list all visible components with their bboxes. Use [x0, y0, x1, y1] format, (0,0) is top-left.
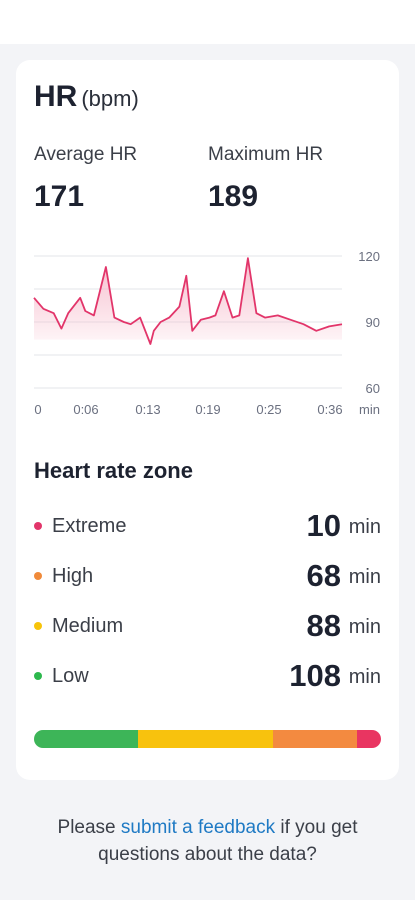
zone-unit-high: min — [348, 566, 381, 588]
zone-value-low: 108 — [289, 658, 341, 693]
zone-value-high: 68 — [306, 558, 341, 593]
zone-label-high: High — [52, 565, 94, 587]
zone-bar-segment-low — [34, 730, 139, 748]
x-tick-label-4: 0:25 — [256, 402, 281, 417]
hr-title: HR — [34, 80, 78, 113]
zone-row-low: Low 108 min — [34, 658, 381, 694]
average-hr-label: Average HR — [34, 144, 138, 165]
y-tick-label-2: 60 — [366, 381, 380, 396]
zone-row-medium: Medium 88 min — [34, 608, 381, 644]
zone-value-medium: 88 — [306, 608, 341, 643]
x-unit-label: min — [359, 402, 380, 417]
x-tick-label-2: 0:13 — [135, 402, 160, 417]
zone-bar-segment-medium — [138, 730, 274, 748]
hr-card: HR (bpm) Average HR 171 Maximum HR 189 12… — [16, 60, 399, 780]
hr-chart-svg: 120 90 60 0 0:06 0:13 0:19 0:25 0:36 min — [33, 249, 380, 417]
zone-dot-extreme — [34, 522, 42, 530]
average-hr-value: 171 — [34, 180, 85, 213]
feedback-line2: questions about the data? — [98, 844, 317, 865]
x-tick-label-1: 0:06 — [73, 402, 98, 417]
hr-chart: 120 90 60 0 0:06 0:13 0:19 0:25 0:36 min — [16, 242, 399, 422]
feedback-prefix: Please — [57, 817, 121, 838]
x-tick-label-0: 0 — [34, 402, 41, 417]
feedback-suffix: if you get — [275, 817, 358, 838]
submit-feedback-link[interactable]: submit a feedback — [120, 817, 276, 838]
hr-area — [34, 258, 342, 344]
zone-distribution-bar — [34, 730, 381, 748]
feedback-message: Please submit a feedback if you get ques… — [0, 814, 415, 868]
hr-unit: (bpm) — [81, 86, 139, 111]
hr-line — [33, 257, 343, 345]
zone-dot-medium — [34, 622, 42, 630]
zone-row-high: High 68 min — [34, 558, 381, 594]
y-tick-label-0: 120 — [358, 249, 380, 264]
zone-label-medium: Medium — [52, 615, 124, 637]
zone-label-extreme: Extreme — [52, 515, 127, 537]
maximum-hr-value: 189 — [208, 180, 259, 213]
page-title: HR (bpm) — [34, 80, 139, 114]
zone-unit-extreme: min — [348, 516, 381, 538]
zone-dot-low — [34, 672, 42, 680]
zone-unit-low: min — [348, 666, 381, 688]
x-tick-label-5: 0:36 — [317, 402, 342, 417]
zone-bar-segment-extreme — [356, 730, 381, 748]
x-tick-label-3: 0:19 — [195, 402, 220, 417]
maximum-hr-label: Maximum HR — [208, 144, 324, 165]
zone-bar-segment-high — [273, 730, 357, 748]
zone-title: Heart rate zone — [34, 458, 193, 483]
zone-row-extreme: Extreme 10 min — [34, 508, 381, 544]
zone-unit-medium: min — [348, 616, 381, 638]
zone-dot-high — [34, 572, 42, 580]
zone-value-extreme: 10 — [306, 508, 341, 543]
zone-label-low: Low — [52, 665, 89, 687]
top-bar — [0, 0, 415, 44]
y-tick-label-1: 90 — [366, 315, 380, 330]
